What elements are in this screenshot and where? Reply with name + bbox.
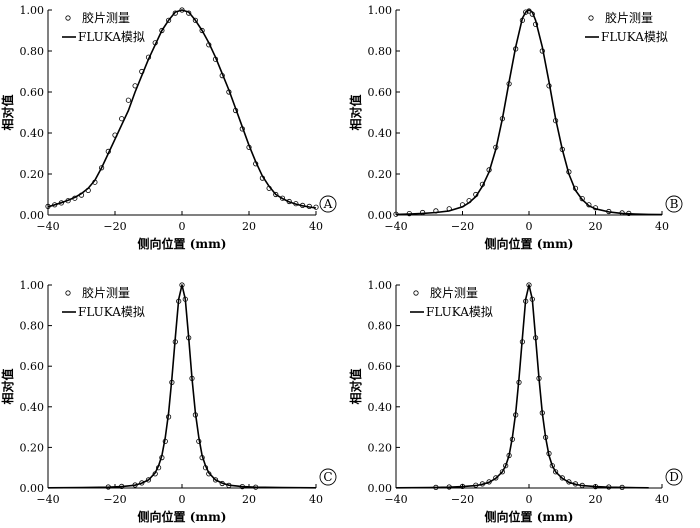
panel-a-data-point xyxy=(186,10,192,16)
panel-c-x-tick-label: −20 xyxy=(103,493,126,506)
panel-a-data-point xyxy=(279,195,286,201)
panel-d-legend-marker-film xyxy=(413,290,419,296)
panel-d-x-tick-label: −40 xyxy=(384,493,407,506)
panel-d-data-point xyxy=(499,469,505,475)
panel-a-x-tick-label: −40 xyxy=(36,220,59,233)
panel-d-data-point xyxy=(493,475,499,481)
panel-b-letter-circle xyxy=(665,195,683,213)
panel-c-letter: C xyxy=(323,470,332,484)
panel-a-data-point xyxy=(125,97,131,103)
panel-b: 0.00 0.20 0.40 0.60 0.80 1.00 −40 −20 0 20 40 侧向位置 … xyxy=(348,4,683,251)
panel-b-x-tick-label: −20 xyxy=(451,220,474,233)
panel-a-legend-label-film: 胶片测量 xyxy=(82,10,130,25)
panel-a-x-tick-label: 0 xyxy=(179,220,186,233)
panel-d-y-tick-label: 0.80 xyxy=(368,320,393,333)
panel-d-legend-label-fluka: FLUKA模拟 xyxy=(426,305,493,319)
panel-c-y-tick-label: 1.00 xyxy=(20,279,45,292)
panel-c-data-point xyxy=(145,477,152,483)
panel-a-data-point xyxy=(199,27,205,34)
panel-a-x-tick-label: 40 xyxy=(309,220,323,233)
panel-b-legend-marker-film xyxy=(588,15,594,21)
panel-a: 0.00 0.20 0.40 0.60 0.80 1.00 −40 −20 0 20 40 侧向位置 … xyxy=(0,4,337,251)
panel-c-x-tick-label: −40 xyxy=(36,493,59,506)
panel-d-y-tick-label: 0.20 xyxy=(368,441,393,454)
panel-b-x-tick-label: −40 xyxy=(384,220,407,233)
panel-a-data-point xyxy=(99,165,105,171)
panel-b-x-tick-label: 0 xyxy=(526,220,533,233)
panel-c-y-axis-title: 相对值 xyxy=(0,368,15,404)
panel-a-letter: A xyxy=(323,197,333,211)
panel-b-x-axis-title: 侧向位置 (mm) xyxy=(485,236,574,251)
panel-b-data-point xyxy=(579,196,585,202)
panel-c-legend-marker-film xyxy=(65,290,71,296)
panel-d-y-axis-title: 相对值 xyxy=(348,368,363,404)
panel-d-letter-circle xyxy=(665,468,683,486)
panel-c-y-tick-label: 0.40 xyxy=(20,401,45,414)
panel-d-x-tick-label: −20 xyxy=(451,493,474,506)
panel-c-x-tick-label: 0 xyxy=(179,493,186,506)
panel-c-y-tick-label: 0.20 xyxy=(20,441,45,454)
panel-a-x-tick-label: −20 xyxy=(103,220,126,233)
panel-a-data-point xyxy=(159,27,165,34)
panel-b-legend-label-fluka: FLUKA模拟 xyxy=(601,30,668,44)
panel-c-legend-label-film: 胶片测量 xyxy=(82,285,130,300)
panel-c-series-line-fluka xyxy=(47,284,317,489)
panel-d-x-tick-label: 20 xyxy=(589,493,603,506)
panel-a-y-axis-title: 相对值 xyxy=(0,94,15,130)
panel-a-y-tick-label: 0.60 xyxy=(20,86,45,99)
panel-c-x-axis-title: 侧向位置 (mm) xyxy=(138,509,227,524)
panel-b-series-line-fluka xyxy=(395,9,663,216)
panel-b-x-tick-label: 20 xyxy=(589,220,603,233)
panel-a-x-axis-title: 侧向位置 (mm) xyxy=(138,236,227,251)
panel-a-legend-label-fluka: FLUKA模拟 xyxy=(78,30,145,44)
panel-c-y-tick-label: 0.60 xyxy=(20,360,45,373)
panel-d-y-tick-label: 0.00 xyxy=(368,482,393,495)
panel-c-letter-circle xyxy=(319,468,337,486)
panel-a-data-point xyxy=(273,191,279,198)
panel-c-data-point xyxy=(212,477,219,483)
panel-d-y-tick-label: 0.40 xyxy=(368,401,393,414)
panel-b-y-tick-label: 0.20 xyxy=(368,168,393,181)
panel-b-letter: B xyxy=(670,197,679,211)
panel-b-x-tick-label: 40 xyxy=(655,220,669,233)
panel-c-legend-label-fluka: FLUKA模拟 xyxy=(78,305,145,319)
panel-a-x-tick-label: 20 xyxy=(242,220,256,233)
panel-c-x-tick-label: 20 xyxy=(242,493,256,506)
panel-b-y-tick-label: 0.00 xyxy=(368,209,393,222)
panel-c-x-tick-label: 40 xyxy=(309,493,323,506)
panel-b-legend-label-film: 胶片测量 xyxy=(605,10,653,25)
panel-a-data-point xyxy=(192,17,198,23)
panel-a-y-tick-label: 0.40 xyxy=(20,127,45,140)
panel-d-letter: D xyxy=(669,470,679,484)
panel-b-y-tick-label: 1.00 xyxy=(368,4,393,17)
panel-b-y-tick-label: 0.60 xyxy=(368,86,393,99)
panel-d-data-point xyxy=(552,469,559,475)
panel-d-legend-label-film: 胶片测量 xyxy=(430,285,478,300)
panel-a-y-tick-label: 0.00 xyxy=(20,209,45,222)
panel-a-y-tick-label: 1.00 xyxy=(20,4,45,17)
panel-c: 0.00 0.20 0.40 0.60 0.80 1.00 −40 −20 0 20 40 侧向位置 … xyxy=(0,279,337,524)
panel-a-legend-marker-film xyxy=(65,15,71,21)
panel-b-y-tick-label: 0.80 xyxy=(368,45,393,58)
panel-b-y-tick-label: 0.40 xyxy=(368,127,393,140)
panel-b-data-point xyxy=(523,9,529,15)
panel-c-y-tick-label: 0.80 xyxy=(20,320,45,333)
panel-d-y-tick-label: 0.60 xyxy=(368,360,393,373)
panel-d: 0.00 0.20 0.40 0.60 0.80 1.00 −40 −20 0 20 40 侧向位置 … xyxy=(348,279,683,524)
panel-c-y-tick-label: 0.00 xyxy=(20,482,45,495)
panel-d-x-tick-label: 40 xyxy=(655,493,669,506)
panel-b-y-axis-title: 相对值 xyxy=(348,94,363,130)
panel-a-data-point xyxy=(172,10,178,16)
panel-d-data-point xyxy=(559,475,565,481)
panel-a-letter-circle xyxy=(319,195,337,213)
panel-a-series-line-fluka xyxy=(47,9,317,209)
panel-a-y-tick-label: 0.20 xyxy=(20,168,45,181)
panel-a-data-point xyxy=(166,17,172,23)
panel-d-x-tick-label: 0 xyxy=(526,493,533,506)
panel-d-y-tick-label: 1.00 xyxy=(368,279,393,292)
panel-d-series-line-fluka xyxy=(395,284,649,489)
panel-d-x-axis-title: 侧向位置 (mm) xyxy=(485,509,574,524)
panel-a-y-tick-label: 0.80 xyxy=(20,45,45,58)
